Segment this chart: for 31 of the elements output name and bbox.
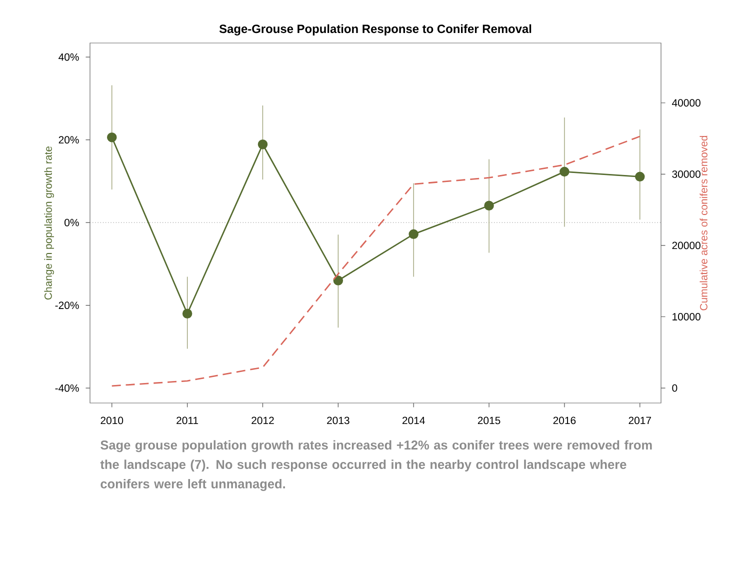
chart-title: Sage-Grouse Population Response to Conifer Removal [219,24,532,36]
y-tick-label: -40% [55,384,79,392]
y-axis-title: Change in population growth rate [44,146,54,300]
point [635,172,645,182]
x-tick-label: 2015 [478,416,500,424]
line-series [111,136,641,387]
y-tick-label: 40% [58,53,79,61]
y2-tick-label: 10000 [672,313,700,320]
point [484,200,494,210]
x-tick-label: 2012 [252,416,274,424]
y-tick-label: 0% [64,218,79,226]
point [408,229,418,240]
point [560,166,570,177]
y-tick-label: -20% [55,302,79,310]
point [258,139,268,150]
point [106,132,117,142]
y2-tick-label: 30000 [672,170,700,178]
y2-tick-label: 0 [672,384,678,392]
x-tick-label: 2013 [327,416,350,424]
point [333,276,344,286]
x-tick-label: 2011 [176,416,198,424]
y2-axis-title: Cumulative acres of conifers removed [700,136,708,310]
x-tick-label: 2010 [100,416,124,424]
point [182,308,192,318]
y-tick-label: 20% [58,136,79,144]
x-tick-label: 2016 [553,416,576,424]
x-tick-label: 2014 [402,416,425,424]
text: Sage grouse population growth rates increased +12% as conifer trees were removed from the landscape (7). No such response occurred in the nearby control landscape where conifers were left unmanaged. [100,440,652,491]
y2-tick-label: 20000 [672,242,700,250]
y2-tick-label: 40000 [672,99,700,107]
x-tick-label: 2017 [628,416,651,424]
